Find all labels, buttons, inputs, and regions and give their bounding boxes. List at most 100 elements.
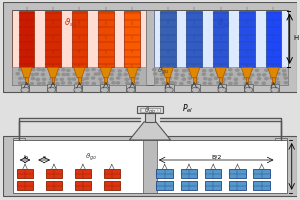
Circle shape — [68, 82, 71, 84]
Circle shape — [208, 82, 212, 84]
Circle shape — [79, 74, 82, 76]
Bar — [166, 77, 169, 83]
Bar — [145, 113, 155, 122]
Circle shape — [49, 81, 52, 84]
Circle shape — [61, 82, 64, 84]
Bar — [213, 11, 229, 67]
Circle shape — [35, 73, 38, 75]
Circle shape — [234, 82, 238, 84]
Circle shape — [105, 82, 108, 84]
Polygon shape — [215, 67, 226, 78]
Circle shape — [19, 69, 22, 71]
Circle shape — [208, 78, 211, 80]
Circle shape — [162, 82, 165, 84]
Polygon shape — [21, 67, 32, 78]
Bar — [98, 11, 114, 67]
Text: $P_{el}$: $P_{el}$ — [182, 103, 194, 115]
Circle shape — [23, 77, 27, 79]
Circle shape — [24, 70, 27, 72]
Bar — [75, 181, 91, 190]
Circle shape — [81, 82, 84, 84]
Circle shape — [167, 74, 170, 76]
Circle shape — [168, 77, 172, 79]
Circle shape — [92, 83, 95, 85]
Circle shape — [242, 73, 245, 75]
Circle shape — [50, 78, 53, 80]
Bar — [165, 84, 173, 92]
Circle shape — [283, 74, 286, 76]
Circle shape — [131, 68, 135, 71]
Circle shape — [85, 82, 88, 84]
Circle shape — [36, 78, 40, 80]
Circle shape — [168, 70, 172, 72]
Circle shape — [191, 87, 200, 93]
Circle shape — [194, 70, 198, 72]
Circle shape — [262, 82, 265, 84]
Circle shape — [181, 74, 184, 76]
Circle shape — [42, 69, 45, 71]
Circle shape — [195, 81, 198, 84]
Bar — [71, 11, 87, 67]
Circle shape — [75, 82, 78, 84]
Circle shape — [229, 69, 232, 71]
Circle shape — [130, 78, 133, 80]
Circle shape — [161, 69, 164, 71]
Bar — [205, 181, 221, 190]
Circle shape — [37, 82, 41, 85]
Bar — [13, 138, 25, 140]
Bar — [19, 11, 34, 67]
Circle shape — [98, 73, 101, 75]
Bar — [78, 77, 81, 83]
Circle shape — [243, 77, 246, 80]
Circle shape — [284, 77, 287, 79]
Circle shape — [188, 81, 191, 83]
Circle shape — [54, 78, 57, 81]
Circle shape — [86, 74, 89, 76]
Bar — [245, 77, 248, 83]
Bar — [154, 67, 288, 85]
Circle shape — [223, 78, 226, 80]
Circle shape — [135, 82, 139, 84]
Bar — [12, 10, 288, 85]
Circle shape — [202, 70, 206, 72]
Circle shape — [130, 74, 134, 76]
Circle shape — [277, 73, 280, 75]
Bar — [181, 169, 197, 178]
Circle shape — [67, 69, 70, 71]
Bar — [272, 77, 275, 83]
Circle shape — [81, 78, 85, 80]
Text: $\vartheta_{gu}$: $\vartheta_{gu}$ — [158, 66, 170, 77]
Bar — [157, 169, 173, 178]
Circle shape — [19, 77, 22, 79]
Circle shape — [92, 77, 94, 79]
Circle shape — [275, 78, 278, 80]
Text: B/2: B/2 — [211, 155, 221, 160]
Circle shape — [234, 78, 238, 80]
Circle shape — [74, 69, 77, 71]
Circle shape — [50, 73, 53, 75]
Bar — [21, 84, 29, 92]
Circle shape — [255, 82, 258, 84]
Circle shape — [248, 81, 252, 83]
Text: $\vartheta_{go}$: $\vartheta_{go}$ — [85, 151, 97, 163]
Circle shape — [94, 73, 98, 75]
Circle shape — [160, 78, 164, 80]
Circle shape — [136, 73, 139, 75]
Circle shape — [173, 82, 176, 84]
Circle shape — [175, 73, 178, 75]
Bar — [13, 140, 287, 193]
Circle shape — [175, 69, 178, 72]
Circle shape — [110, 73, 113, 76]
Polygon shape — [162, 67, 173, 78]
Bar — [271, 84, 279, 92]
Polygon shape — [268, 67, 279, 78]
Circle shape — [210, 74, 214, 76]
Circle shape — [223, 69, 226, 71]
Circle shape — [265, 69, 268, 71]
Circle shape — [118, 74, 121, 76]
Bar — [218, 84, 226, 92]
Bar — [124, 11, 140, 67]
Text: $\vartheta_{s1}$: $\vartheta_{s1}$ — [64, 16, 77, 29]
Circle shape — [204, 78, 207, 80]
Circle shape — [49, 69, 52, 72]
